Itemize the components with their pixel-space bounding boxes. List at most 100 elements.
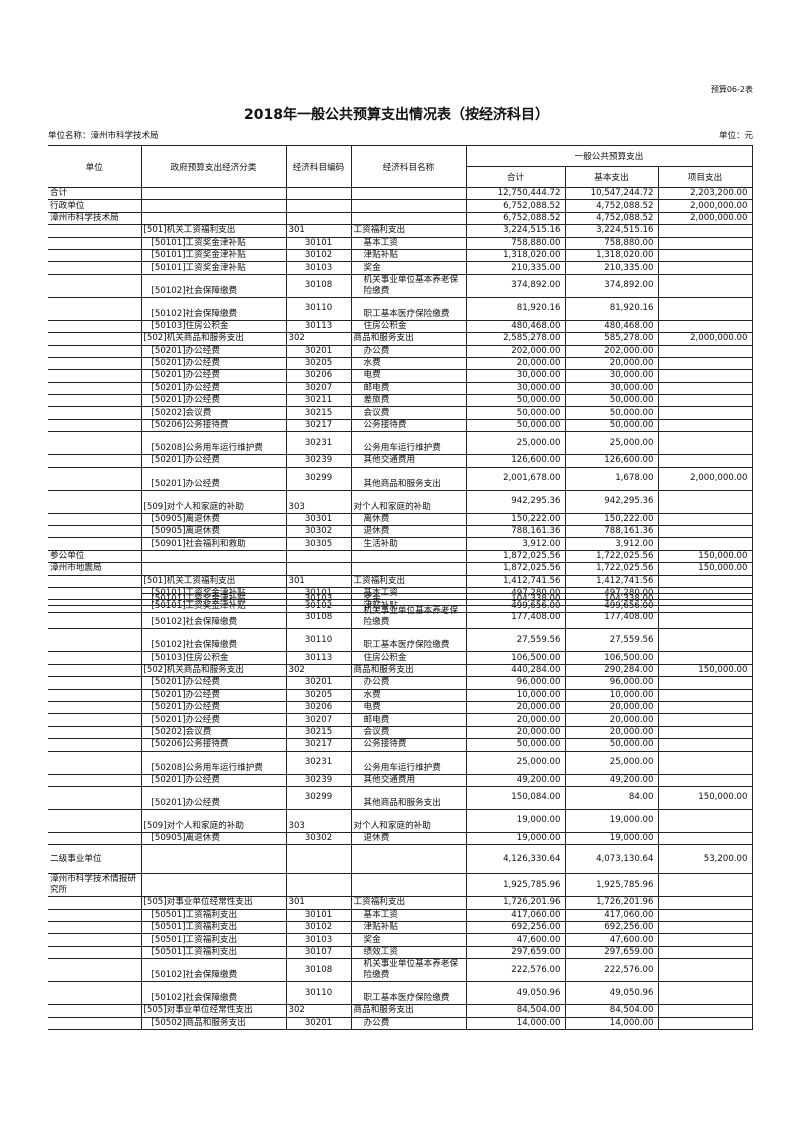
table-row: [50201]办公经费 30299 其他商品和服务支出 2,001,678.00 1,6… <box>48 466 753 491</box>
cell-basic: 50,000.00 <box>564 406 659 420</box>
cell-basic: 758,880.00 <box>564 236 659 250</box>
cell-econ-code: 30205 <box>285 356 352 371</box>
cell-project: 53,200.00 <box>657 844 753 875</box>
cell-gov-class: [50201]办公经费 <box>140 369 287 383</box>
table-row: [50201]办公经费 30206 电费 20,000.00 20,000.00 <box>48 700 753 715</box>
table-row: [50201]办公经费 30205 水费 10,000.00 10,000.00 <box>48 688 753 702</box>
cell-econ-code: 30239 <box>285 773 352 787</box>
table-row: [50201]办公经费 30207 邮电费 30,000.00 30,000.00 <box>48 381 753 396</box>
cell-total: 14,000.00 <box>465 1016 566 1031</box>
table-row: [50208]公务用车运行维护费 30231 公务用车运行维护费 25,000.00 2… <box>48 750 753 775</box>
cell-total: 788,161.36 <box>465 525 566 539</box>
cell-gov-class: [509]对个人和家庭的补助 <box>140 489 287 514</box>
cell-total: 126,600.00 <box>465 454 566 468</box>
cell-econ-code: 30201 <box>285 676 352 690</box>
cell-basic: 1,678.00 <box>564 466 659 491</box>
cell-project <box>657 512 753 527</box>
cell-econ-code: 30113 <box>285 319 352 334</box>
cell-basic: 222,576.00 <box>564 958 659 983</box>
cell-basic: 1,722,025.56 <box>564 549 659 564</box>
cell-gov-class <box>140 873 287 898</box>
cell-project <box>657 896 753 910</box>
cell-econ-code <box>285 873 352 898</box>
cell-econ-name: 会议费 <box>350 406 467 420</box>
cell-total: 96,000.00 <box>465 676 566 690</box>
cell-econ-name <box>350 211 467 226</box>
currency-unit: 单位：元 <box>718 131 753 141</box>
cell-total: 50,000.00 <box>465 738 566 752</box>
cell-basic: 49,050.96 <box>564 981 659 1006</box>
table-row: [50201]办公经费 30239 其他交通费用 126,600.00 126,600.… <box>48 454 753 468</box>
cell-project: 2,000,000.00 <box>657 211 753 226</box>
cell-unit: 漳州市科学技术局 <box>48 212 142 226</box>
cell-unit <box>48 751 142 775</box>
cell-gov-class: [50905]离退休费 <box>140 831 287 846</box>
cell-gov-class: [50206]公务接待费 <box>140 418 287 433</box>
cell-project <box>657 808 753 833</box>
cell-unit <box>48 297 142 321</box>
table-row: [50103]住房公积金 30113 住房公积金 106,500.00 106,500.… <box>48 651 753 665</box>
cell-unit <box>48 832 142 846</box>
cell-basic: 417,060.00 <box>564 908 659 923</box>
cell-basic: 177,408.00 <box>564 605 659 630</box>
cell-project <box>657 921 753 935</box>
cell-unit <box>48 909 142 923</box>
cell-unit <box>48 406 142 420</box>
cell-econ-code: 30108 <box>285 605 352 630</box>
cell-project <box>657 574 753 589</box>
cell-total: 25,000.00 <box>465 750 566 775</box>
cell-econ-code: 303 <box>285 489 352 514</box>
cell-project <box>657 676 753 690</box>
cell-basic: 84,504.00 <box>564 1004 659 1018</box>
cell-econ-code: 30299 <box>285 785 352 810</box>
cell-basic: 19,000.00 <box>564 831 659 846</box>
cell-unit: 合计 <box>48 187 142 201</box>
cell-econ-name: 离休费 <box>350 512 467 527</box>
cell-econ-name: 职工基本医疗保险缴费 <box>350 981 467 1006</box>
cell-gov-class: [50201]办公经费 <box>140 676 287 690</box>
cell-basic: 290,284.00 <box>564 663 659 678</box>
cell-econ-name: 办公费 <box>350 1016 467 1031</box>
cell-econ-code: 302 <box>285 332 352 346</box>
cell-total: 2,585,278.00 <box>465 332 566 346</box>
cell-unit <box>48 237 142 250</box>
cell-econ-name: 商品和服务支出 <box>350 663 467 678</box>
cell-project <box>657 1004 753 1018</box>
table-row: [50905]离退休费 30302 退休费 788,161.36 788,161.36 <box>48 525 753 539</box>
cell-unit <box>48 537 142 551</box>
cell-project <box>657 933 753 947</box>
cell-econ-code: 30205 <box>285 688 352 702</box>
cell-econ-code: 30217 <box>285 418 352 433</box>
cell-basic: 25,000.00 <box>564 431 659 456</box>
cell-gov-class: [50101]工资奖金津补贴 <box>140 248 287 263</box>
cell-basic: 20,000.00 <box>564 700 659 715</box>
cell-unit <box>48 689 142 702</box>
cell-total: 20,000.00 <box>465 725 566 740</box>
table-row: [50101]工资奖金津补贴 30103 奖金 104,338.00 104,338.0… <box>48 592 753 607</box>
table-row: [502]机关商品和服务支出 302 商品和服务支出 440,284.00 290,28… <box>48 663 753 678</box>
cell-gov-class: [50101]工资奖金津补贴 <box>140 592 287 607</box>
cell-basic: 4,073,130.64 <box>564 844 659 875</box>
cell-econ-code: 30302 <box>285 525 352 539</box>
cell-gov-class: [50101]工资奖金津补贴 <box>140 261 287 275</box>
cell-basic: 202,000.00 <box>564 344 659 358</box>
table-row: [501]机关工资福利支出 301 工资福利支出 1,412,741.56 1,412,… <box>48 574 753 589</box>
cell-basic: 1,726,201.96 <box>564 896 659 910</box>
cell-unit <box>48 774 142 787</box>
cell-total: 6,752,088.52 <box>465 211 566 226</box>
cell-total: 150,084.00 <box>465 785 566 810</box>
cell-econ-code: 30107 <box>285 945 352 960</box>
cell-project <box>657 958 753 983</box>
table-row: 漳州市科学技术局 6,752,088.52 4,752,088.52 2,000,00… <box>48 211 753 226</box>
cell-project <box>657 344 753 358</box>
cell-econ-name: 基本工资 <box>350 908 467 923</box>
cell-unit <box>48 1004 142 1018</box>
cell-unit <box>48 809 142 833</box>
cell-econ-name: 生活补助 <box>350 537 467 551</box>
cell-econ-code: 303 <box>285 808 352 833</box>
cell-unit <box>48 1017 142 1031</box>
cell-unit <box>48 575 142 589</box>
cell-gov-class: [50202]会议费 <box>140 725 287 740</box>
cell-econ-name: 公务接待费 <box>350 738 467 752</box>
cell-gov-class: [50501]工资福利支出 <box>140 908 287 923</box>
